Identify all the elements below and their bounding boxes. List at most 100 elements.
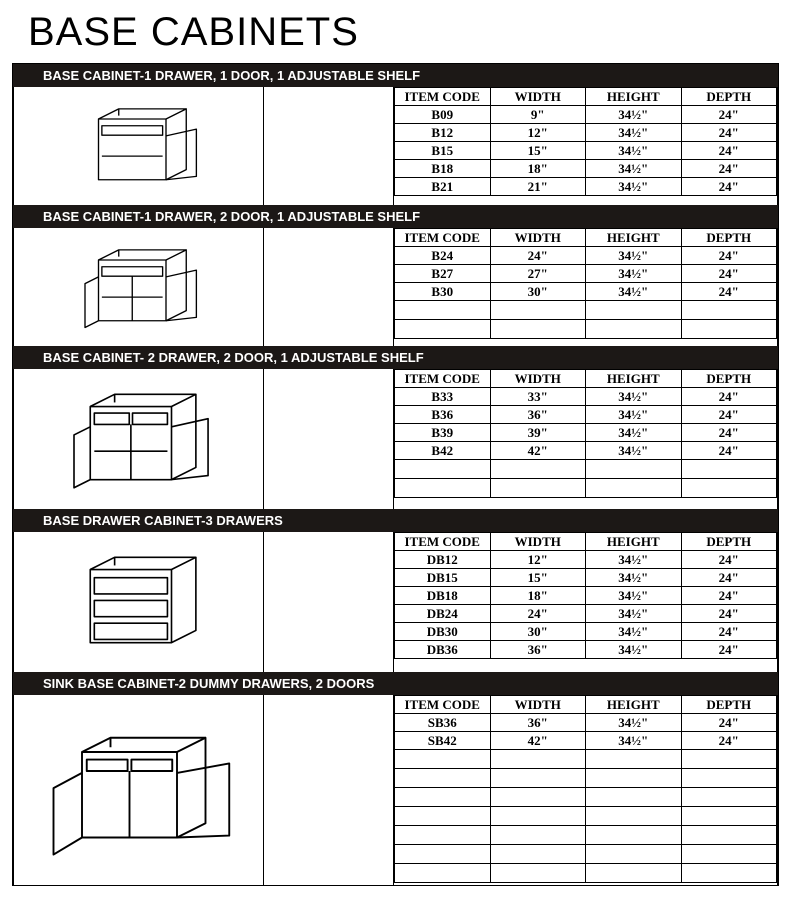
table-cell: 24" xyxy=(681,424,777,442)
table-cell-empty xyxy=(586,750,682,769)
table-cell-empty xyxy=(586,769,682,788)
table-cell-empty xyxy=(681,769,777,788)
table-cell-empty xyxy=(490,460,586,479)
table-header-cell: DEPTH xyxy=(681,229,777,247)
table-row-empty xyxy=(395,479,777,498)
table-header-cell: DEPTH xyxy=(681,533,777,551)
table-row: B1212"34½"24" xyxy=(395,124,777,142)
table-cell: 30" xyxy=(490,623,586,641)
table-cell: 24" xyxy=(681,406,777,424)
table-cell: 15" xyxy=(490,142,586,160)
table-cell: 24" xyxy=(681,587,777,605)
table-cell: SB42 xyxy=(395,732,491,750)
table-cell: 34½" xyxy=(586,732,682,750)
table-cell: 24" xyxy=(681,388,777,406)
table-cell: 34½" xyxy=(586,623,682,641)
table-cell: 24" xyxy=(681,283,777,301)
table-cell-empty xyxy=(681,826,777,845)
table-row: DB3030"34½"24" xyxy=(395,623,777,641)
table-cell: 34½" xyxy=(586,641,682,659)
table-header-cell: WIDTH xyxy=(490,370,586,388)
table-cell: 9" xyxy=(490,106,586,124)
table-header-cell: WIDTH xyxy=(490,229,586,247)
table-row: SB4242"34½"24" xyxy=(395,732,777,750)
section-body: ITEM CODEWIDTHHEIGHTDEPTHB2424"34½"24"B2… xyxy=(13,228,778,346)
table-header-cell: HEIGHT xyxy=(586,696,682,714)
table-cell: 24" xyxy=(681,160,777,178)
section-header: BASE CABINET-1 DRAWER, 1 DOOR, 1 ADJUSTA… xyxy=(13,64,778,87)
table-header-cell: HEIGHT xyxy=(586,88,682,106)
table-row: DB2424"34½"24" xyxy=(395,605,777,623)
section-body: ITEM CODEWIDTHHEIGHTDEPTHSB3636"34½"24"S… xyxy=(13,695,778,885)
spec-table-cell: ITEM CODEWIDTHHEIGHTDEPTHB3333"34½"24"B3… xyxy=(394,369,777,509)
spec-table: ITEM CODEWIDTHHEIGHTDEPTHDB1212"34½"24"D… xyxy=(394,532,777,659)
table-row: B4242"34½"24" xyxy=(395,442,777,460)
table-row-empty xyxy=(395,826,777,845)
table-header-cell: WIDTH xyxy=(490,533,586,551)
table-row-empty xyxy=(395,769,777,788)
table-cell-empty xyxy=(586,301,682,320)
table-row-empty xyxy=(395,460,777,479)
table-cell: DB18 xyxy=(395,587,491,605)
cabinet-illustration xyxy=(44,92,234,200)
table-cell: 24" xyxy=(681,605,777,623)
table-row-empty xyxy=(395,750,777,769)
table-row: B2121"34½"24" xyxy=(395,178,777,196)
table-row-empty xyxy=(395,807,777,826)
table-cell-empty xyxy=(395,845,491,864)
illustration-cell xyxy=(14,695,264,885)
table-cell-empty xyxy=(681,788,777,807)
table-cell: 24" xyxy=(490,247,586,265)
table-row-empty xyxy=(395,788,777,807)
table-cell-empty xyxy=(586,479,682,498)
section-header: SINK BASE CABINET-2 DUMMY DRAWERS, 2 DOO… xyxy=(13,672,778,695)
table-cell-empty xyxy=(586,845,682,864)
table-row: B3939"34½"24" xyxy=(395,424,777,442)
spec-table-cell: ITEM CODEWIDTHHEIGHTDEPTHDB1212"34½"24"D… xyxy=(394,532,777,672)
table-cell: DB15 xyxy=(395,569,491,587)
table-cell-empty xyxy=(490,788,586,807)
table-row-empty xyxy=(395,320,777,339)
table-header-cell: DEPTH xyxy=(681,88,777,106)
table-cell: 30" xyxy=(490,283,586,301)
table-cell: B15 xyxy=(395,142,491,160)
table-row: DB1515"34½"24" xyxy=(395,569,777,587)
table-cell-empty xyxy=(395,301,491,320)
table-row: B099"34½"24" xyxy=(395,106,777,124)
table-row: B2727"34½"24" xyxy=(395,265,777,283)
spec-table: ITEM CODEWIDTHHEIGHTDEPTHB099"34½"24"B12… xyxy=(394,87,777,196)
table-cell: 12" xyxy=(490,551,586,569)
table-cell: 34½" xyxy=(586,442,682,460)
table-header-cell: ITEM CODE xyxy=(395,533,491,551)
table-header-cell: ITEM CODE xyxy=(395,370,491,388)
table-cell: 18" xyxy=(490,587,586,605)
table-cell: 34½" xyxy=(586,388,682,406)
table-cell: DB30 xyxy=(395,623,491,641)
table-row: DB3636"34½"24" xyxy=(395,641,777,659)
table-cell: 34½" xyxy=(586,551,682,569)
table-cell: DB12 xyxy=(395,551,491,569)
table-cell-empty xyxy=(586,320,682,339)
table-header-row: ITEM CODEWIDTHHEIGHTDEPTH xyxy=(395,533,777,551)
table-cell: 24" xyxy=(681,442,777,460)
table-cell: 34½" xyxy=(586,406,682,424)
table-cell: B36 xyxy=(395,406,491,424)
cabinet-illustration xyxy=(44,700,234,880)
section-body: ITEM CODEWIDTHHEIGHTDEPTHB099"34½"24"B12… xyxy=(13,87,778,205)
section-header: BASE DRAWER CABINET-3 DRAWERS xyxy=(13,509,778,532)
table-cell-empty xyxy=(395,320,491,339)
table-row-empty xyxy=(395,301,777,320)
table-cell-empty xyxy=(681,479,777,498)
spec-table: ITEM CODEWIDTHHEIGHTDEPTHB2424"34½"24"B2… xyxy=(394,228,777,339)
page-title: BASE CABINETS xyxy=(0,0,791,63)
table-row: B1818"34½"24" xyxy=(395,160,777,178)
table-cell: 34½" xyxy=(586,283,682,301)
table-cell: 34½" xyxy=(586,142,682,160)
table-cell-empty xyxy=(681,320,777,339)
table-cell: 34½" xyxy=(586,587,682,605)
table-cell: 24" xyxy=(681,623,777,641)
illustration-cell xyxy=(14,87,264,205)
table-cell-empty xyxy=(490,301,586,320)
table-cell-empty xyxy=(395,788,491,807)
table-header-cell: ITEM CODE xyxy=(395,696,491,714)
